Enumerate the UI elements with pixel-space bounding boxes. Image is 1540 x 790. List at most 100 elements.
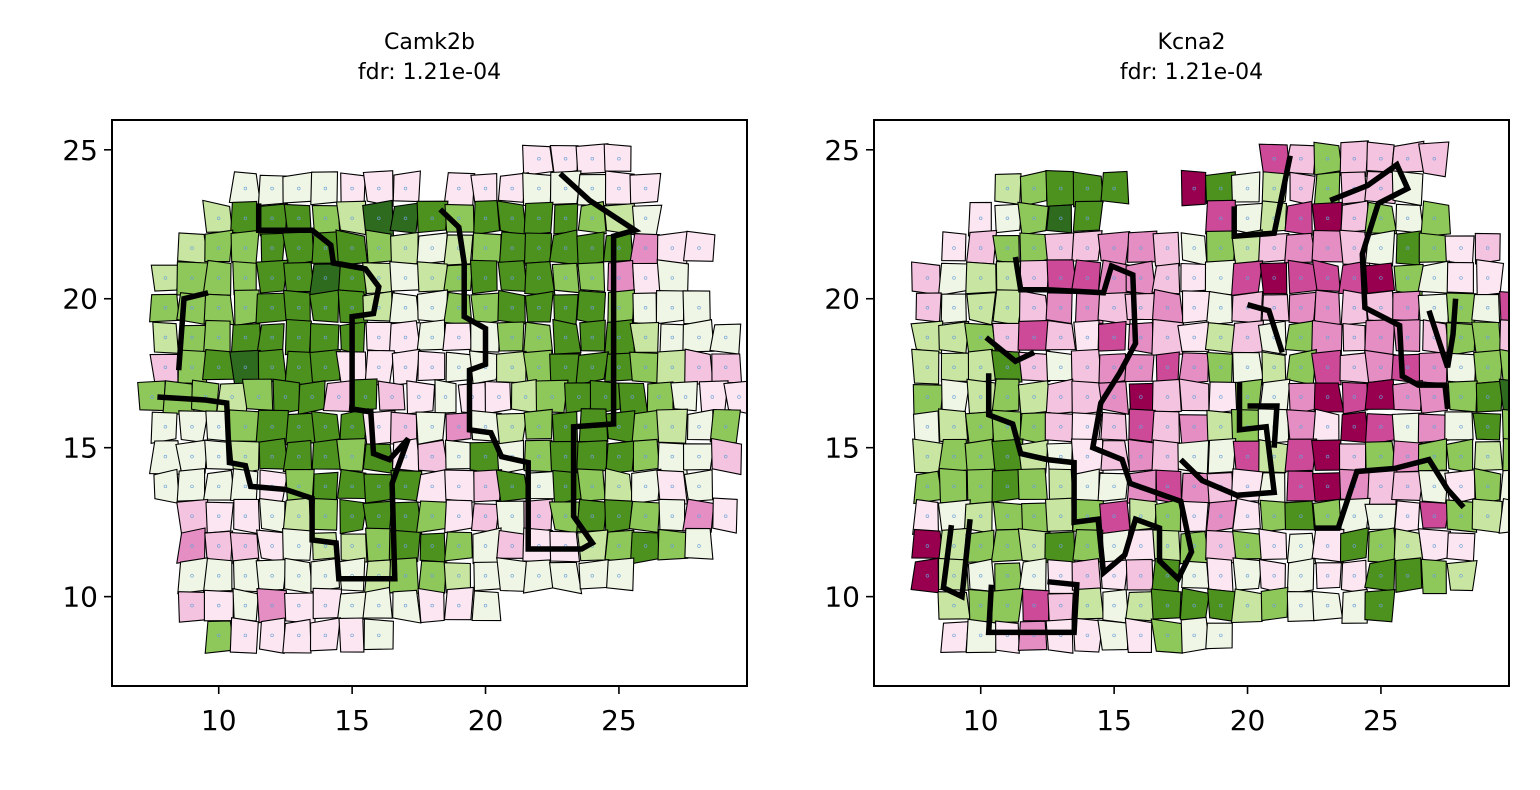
- voronoi-cell: [1260, 263, 1287, 294]
- voronoi-cell: [577, 441, 607, 473]
- voronoi-cell: [1232, 261, 1263, 296]
- panel-title-kcna2: Kcna2 fdr: 1.21e-04: [874, 28, 1509, 88]
- voronoi-cell: [284, 262, 314, 291]
- voronoi-cell: [710, 410, 740, 443]
- voronoi-cell: [418, 440, 448, 473]
- voronoi-cell: [231, 230, 259, 264]
- voronoi-cell: [445, 470, 475, 502]
- fdr-label: fdr: 1.21e-04: [874, 58, 1509, 88]
- voronoi-cell: [1499, 379, 1528, 413]
- voronoi-cell: [1447, 533, 1475, 561]
- voronoi-cell: [205, 531, 233, 563]
- voronoi-cell: [336, 230, 367, 265]
- voronoi-cell: [1099, 322, 1126, 352]
- voronoi-cell: [1394, 529, 1423, 562]
- voronoi-cell: [523, 173, 552, 207]
- voronoi-cell: [1018, 381, 1050, 415]
- voronoi-cell: [1018, 469, 1047, 500]
- voronoi-cell: [631, 532, 660, 564]
- voronoi-cell: [657, 260, 688, 295]
- voronoi-cell: [528, 471, 555, 498]
- voronoi-cell: [1151, 589, 1181, 619]
- voronoi-cell: [1128, 231, 1157, 262]
- voronoi-cell: [1259, 529, 1287, 560]
- y-tick-label: 25: [824, 134, 860, 167]
- voronoi-cell: [1419, 142, 1449, 177]
- voronoi-cell: [1445, 412, 1473, 440]
- voronoi-cell: [1048, 560, 1074, 594]
- voronoi-cell: [913, 439, 943, 473]
- x-tick-label: 25: [1363, 704, 1399, 737]
- voronoi-cell: [1098, 620, 1130, 650]
- voronoi-cell: [177, 262, 208, 295]
- voronoi-cell: [1101, 412, 1127, 440]
- voronoi-cell: [1396, 204, 1424, 233]
- y-tick-label: 10: [824, 581, 860, 614]
- voronoi-cell: [911, 321, 943, 353]
- voronoi-cell: [284, 290, 311, 323]
- y-tick-label: 15: [824, 432, 860, 465]
- voronoi-cell: [656, 291, 684, 324]
- voronoi-cell: [445, 587, 474, 619]
- voronoi-cell: [1209, 382, 1237, 414]
- voronoi-cell: [605, 469, 633, 504]
- voronoi-cell: [364, 474, 393, 503]
- voronoi-cell: [1526, 409, 1540, 444]
- voronoi-cell: [1129, 409, 1155, 442]
- voronoi-cell: [310, 290, 339, 322]
- voronoi-cell: [259, 439, 288, 470]
- voronoi-cell: [1072, 231, 1102, 261]
- voronoi-cell: [260, 618, 285, 653]
- cell-centroid: [1513, 425, 1516, 428]
- voronoi-cell: [1447, 262, 1473, 293]
- voronoi-cell: [1232, 589, 1264, 623]
- voronoi-cell: [1474, 350, 1503, 383]
- voronoi-cell: [995, 174, 1021, 205]
- voronoi-cell: [1419, 529, 1451, 564]
- voronoi-cell: [1018, 202, 1048, 235]
- voronoi-cell: [1526, 351, 1540, 381]
- voronoi-cell: [498, 261, 527, 292]
- voronoi-cell: [1074, 321, 1099, 352]
- voronoi-cell: [443, 323, 472, 350]
- voronoi-cell: [445, 500, 473, 533]
- voronoi-cell: [941, 294, 966, 323]
- voronoi-cell: [445, 532, 473, 561]
- voronoi-cell: [258, 349, 286, 384]
- voronoi-cell: [684, 470, 712, 502]
- voronoi-cell: [1312, 440, 1341, 470]
- fdr-label: fdr: 1.21e-04: [112, 58, 747, 88]
- voronoi-cell: [536, 380, 568, 412]
- x-tick-label: 10: [201, 704, 237, 737]
- voronoi-cell: [657, 350, 689, 384]
- voronoi-cell: [298, 381, 325, 415]
- voronoi-cell: [1314, 290, 1340, 324]
- voronoi-cell: [942, 232, 966, 261]
- voronoi-cell: [1047, 205, 1072, 233]
- voronoi-cell: [991, 529, 1022, 562]
- voronoi-cell: [579, 560, 609, 589]
- cell-centroid: [1513, 306, 1516, 309]
- voronoi-cell: [1071, 350, 1101, 384]
- voronoi-cell: [1472, 295, 1500, 323]
- voronoi-cell: [993, 290, 1023, 326]
- voronoi-cell: [1313, 260, 1341, 292]
- voronoi-cell: [243, 379, 273, 410]
- y-tick-label: 20: [824, 283, 860, 316]
- voronoi-cell: [1313, 473, 1343, 502]
- voronoi-cell: [1500, 320, 1528, 353]
- voronoi-cell: [1528, 442, 1540, 473]
- voronoi-cell: [938, 592, 970, 620]
- voronoi-cell: [992, 379, 1019, 412]
- voronoi-cell: [1018, 321, 1050, 351]
- voronoi-cell: [605, 530, 634, 562]
- voronoi-cell: [1232, 172, 1260, 202]
- voronoi-cell: [444, 173, 475, 207]
- voronoi-cell: [1046, 293, 1072, 324]
- voronoi-cell: [1475, 233, 1500, 264]
- voronoi-cell: [606, 441, 635, 474]
- voronoi-cell: [260, 499, 285, 533]
- y-tick-label: 10: [62, 581, 98, 614]
